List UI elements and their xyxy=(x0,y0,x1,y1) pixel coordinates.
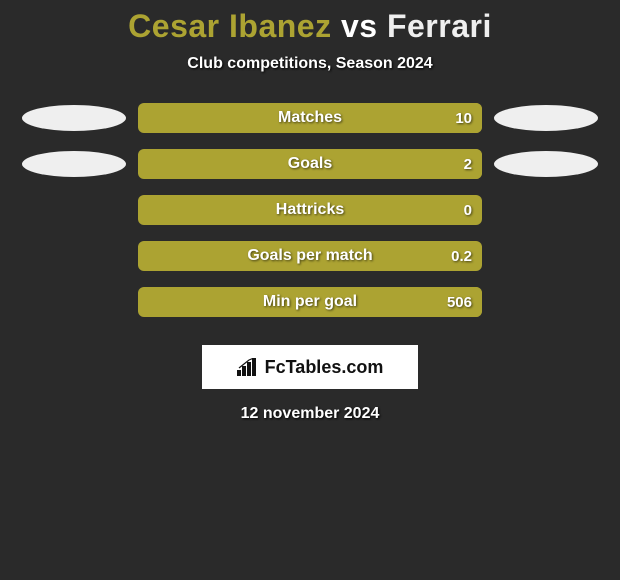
stat-label: Min per goal xyxy=(263,293,357,311)
chart-icon xyxy=(237,358,259,376)
stat-row: Goals 2 xyxy=(0,149,620,179)
stat-label: Hattricks xyxy=(276,201,344,219)
stat-value: 10 xyxy=(455,110,472,127)
stat-bar: Goals 2 xyxy=(138,149,482,179)
player2-name: Ferrari xyxy=(387,8,492,44)
stat-bar: Hattricks 0 xyxy=(138,195,482,225)
stat-row: Min per goal 506 xyxy=(0,287,620,317)
stat-rows: Matches 10 Goals 2 Hattricks 0 xyxy=(0,103,620,317)
stat-bar-fill xyxy=(472,287,482,317)
page-title: Cesar Ibanez vs Ferrari xyxy=(128,8,492,45)
stat-value: 2 xyxy=(464,156,472,173)
stat-bar: Matches 10 xyxy=(138,103,482,133)
stat-value: 506 xyxy=(447,294,472,311)
stat-row: Goals per match 0.2 xyxy=(0,241,620,271)
stat-row: Hattricks 0 xyxy=(0,195,620,225)
stat-value: 0 xyxy=(464,202,472,219)
marker-placeholder xyxy=(22,197,126,223)
vs-text: vs xyxy=(332,8,387,44)
stat-row: Matches 10 xyxy=(0,103,620,133)
player2-marker xyxy=(494,105,598,131)
stat-bar-fill xyxy=(472,149,482,179)
stat-label: Goals xyxy=(288,155,332,173)
subtitle: Club competitions, Season 2024 xyxy=(187,55,432,73)
marker-placeholder xyxy=(494,289,598,315)
player1-name: Cesar Ibanez xyxy=(128,8,331,44)
stat-label: Matches xyxy=(278,109,342,127)
marker-placeholder xyxy=(22,289,126,315)
date-text: 12 november 2024 xyxy=(241,405,380,423)
player1-marker xyxy=(22,151,126,177)
stat-value: 0.2 xyxy=(451,248,472,265)
player1-marker xyxy=(22,105,126,131)
marker-placeholder xyxy=(22,243,126,269)
stat-bar: Goals per match 0.2 xyxy=(138,241,482,271)
player2-marker xyxy=(494,151,598,177)
stat-bar-fill xyxy=(472,103,482,133)
comparison-card: Cesar Ibanez vs Ferrari Club competition… xyxy=(0,0,620,423)
logo-text: FcTables.com xyxy=(265,357,384,378)
marker-placeholder xyxy=(494,243,598,269)
logo-box: FcTables.com xyxy=(202,345,418,389)
marker-placeholder xyxy=(494,197,598,223)
stat-label: Goals per match xyxy=(247,247,372,265)
stat-bar: Min per goal 506 xyxy=(138,287,482,317)
